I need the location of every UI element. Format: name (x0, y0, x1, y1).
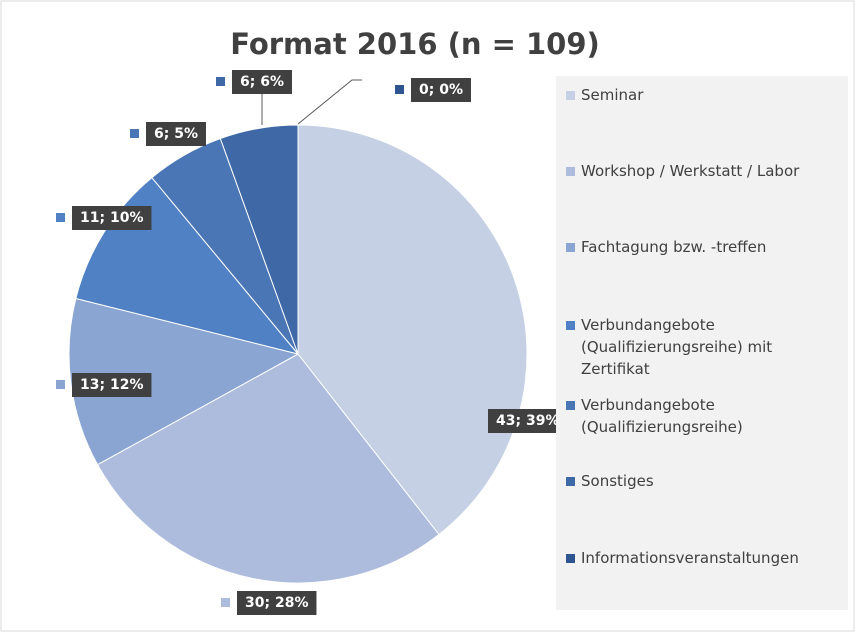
legend-swatch (566, 401, 575, 410)
legend-swatch (566, 554, 575, 563)
legend-item: Seminar (566, 84, 836, 106)
legend-item: Fachtagung bzw. -treffen (566, 236, 836, 258)
data-label-key (216, 77, 225, 86)
legend-item: Sonstiges (566, 470, 836, 492)
data-label-box (72, 206, 152, 230)
legend-item: Verbundangebote (Qualifizierungsreihe) (566, 394, 836, 438)
legend: Seminar Workshop / Werkstatt / Labor Facht… (556, 76, 848, 610)
legend-label: Sonstiges (581, 472, 654, 490)
leader-line (297, 79, 362, 125)
legend-swatch (566, 243, 575, 252)
data-label-box (72, 373, 152, 397)
legend-label: Seminar (581, 86, 644, 104)
data-label-key (395, 85, 404, 94)
data-label: 30; 28% (245, 595, 308, 611)
legend-label: Fachtagung bzw. -treffen (581, 238, 767, 256)
legend-swatch (566, 477, 575, 486)
data-label-key (472, 416, 481, 425)
legend-item: Workshop / Werkstatt / Labor (566, 160, 836, 182)
data-label: 11; 10% (80, 210, 143, 226)
legend-label: Verbundangebote (Qualifizierungsreihe) (581, 396, 743, 436)
legend-swatch (566, 321, 575, 330)
data-label-box (146, 122, 206, 146)
legend-label: Workshop / Werkstatt / Labor (581, 162, 800, 180)
pie-slice (96, 353, 440, 584)
legend-swatch (566, 167, 575, 176)
legend-item: Informationsveranstaltungen (566, 547, 836, 569)
legend-label: Verbundangebote (Qualifizierungsreihe) m… (581, 316, 773, 378)
legend-item: Verbundangebote (Qualifizierungsreihe) m… (566, 314, 836, 380)
data-label: 13; 12% (80, 377, 143, 393)
data-label-key (56, 213, 65, 222)
chart-title: Format 2016 (n = 109) (230, 27, 600, 61)
data-label-key (56, 380, 65, 389)
data-label-box (411, 78, 471, 102)
legend-label: Informationsveranstaltungen (581, 549, 799, 567)
data-label: 0; 0% (419, 82, 463, 98)
legend-swatch (566, 91, 575, 100)
data-label: 6; 6% (240, 74, 284, 90)
pie-slice (297, 124, 528, 536)
data-label-box (232, 70, 292, 94)
data-label-box (237, 591, 317, 615)
data-label-key (221, 598, 230, 607)
data-label-key (130, 129, 139, 138)
data-label-box (488, 409, 568, 433)
data-label: 6; 5% (154, 126, 198, 142)
data-label: 43; 39% (496, 413, 559, 429)
